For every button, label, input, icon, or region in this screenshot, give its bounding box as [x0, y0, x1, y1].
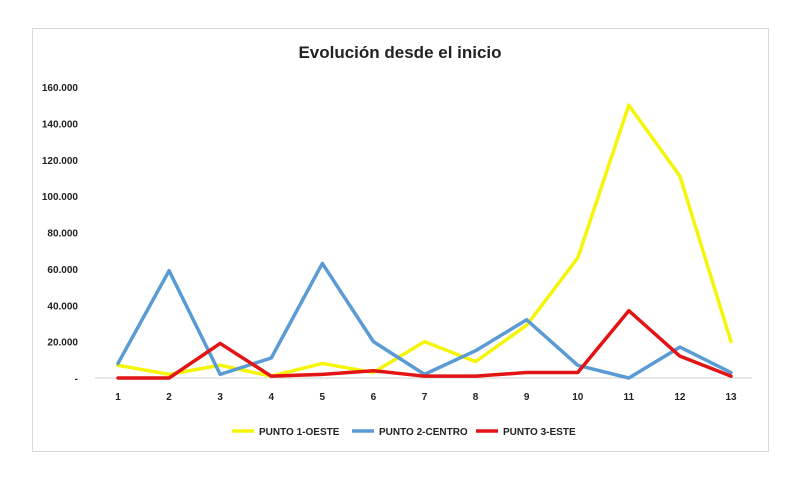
series-lines [116, 103, 733, 380]
x-tick-label: 9 [524, 392, 530, 403]
series-line-1 [116, 103, 733, 378]
y-tick-label: 40.000 [47, 301, 78, 312]
x-tick-label: 7 [422, 392, 428, 403]
x-tick-label: 12 [674, 392, 686, 403]
y-axis-ticks: - 20.000 40.000 60.000 80.000 100.000 120.000 1… [42, 83, 79, 385]
x-axis-ticks: 1 2 3 4 5 6 7 8 9 10 11 12 13 [115, 392, 737, 403]
y-tick-label: 140.000 [42, 119, 79, 130]
x-tick-label: 8 [473, 392, 479, 403]
series-line-2 [116, 261, 733, 380]
x-tick-label: 1 [115, 392, 121, 403]
chart-title: Evolución desde el inicio [298, 43, 501, 62]
y-tick-label: 60.000 [47, 265, 78, 276]
series-line-3 [116, 308, 733, 380]
x-tick-label: 3 [217, 392, 223, 403]
y-tick-label: 120.000 [42, 156, 79, 167]
chart-frame [32, 28, 769, 452]
x-tick-label: 13 [725, 392, 737, 403]
legend-label: PUNTO 2-CENTRO [379, 427, 468, 438]
x-tick-label: 5 [320, 392, 326, 403]
y-tick-label: - [75, 374, 78, 385]
y-tick-label: 20.000 [47, 338, 78, 349]
y-tick-label: 80.000 [47, 229, 78, 240]
y-tick-label: 160.000 [42, 83, 79, 94]
x-tick-label: 6 [371, 392, 377, 403]
legend-label: PUNTO 3-ESTE [503, 427, 576, 438]
y-tick-label: 100.000 [42, 192, 79, 203]
x-tick-label: 10 [572, 392, 584, 403]
x-tick-label: 11 [624, 392, 635, 403]
legend-label: PUNTO 1-OESTE [259, 427, 340, 438]
legend: PUNTO 1-OESTE PUNTO 2-CENTRO PUNTO 3-ESTE [232, 427, 576, 438]
x-tick-label: 4 [268, 392, 274, 403]
x-tick-label: 2 [166, 392, 172, 403]
